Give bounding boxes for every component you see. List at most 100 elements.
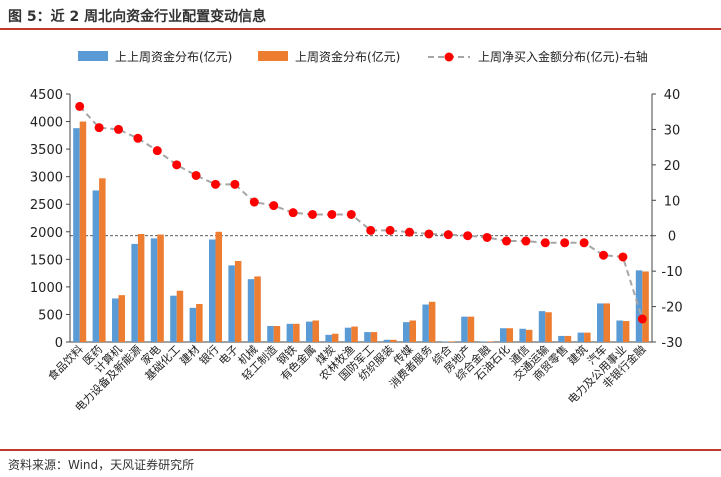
bar-prev-week: [428, 301, 436, 342]
bar-prev-prev-week: [92, 190, 100, 342]
right-axis-tick-label: 0: [668, 230, 676, 245]
category-label: 电子: [216, 343, 241, 368]
net-buy-point: [521, 236, 531, 246]
bar-prev-prev-week: [538, 311, 546, 342]
bar-prev-week: [545, 312, 552, 342]
bar-prev-prev-week: [422, 304, 429, 342]
chart-canvas: 上上周资金分布(亿元) 上周资金分布(亿元) 上周净买入金额分布(亿元)-右轴 0 5…: [30, 49, 683, 414]
bar-prev-week: [79, 121, 87, 342]
net-buy-point: [540, 238, 550, 248]
bar-prev-prev-week: [480, 341, 488, 342]
bar-prev-prev-week: [500, 328, 507, 342]
right-axis-tick-label: 30: [664, 123, 681, 138]
category-label: 银行: [196, 342, 221, 367]
bar-prev-week: [603, 303, 610, 342]
net-buy-point: [114, 124, 123, 134]
net-buy-point: [637, 314, 647, 324]
net-buy-point: [269, 201, 279, 211]
net-buy-point: [482, 232, 492, 242]
net-buy-point: [172, 160, 182, 170]
legend-label-prev-prev-week: 上上周资金分布(亿元): [115, 49, 232, 64]
bar-prev-prev-week: [112, 298, 119, 342]
net-buy-point: [133, 133, 143, 143]
net-buy-point: [230, 179, 240, 189]
bar-prev-week: [351, 326, 358, 342]
right-axis-tick-label: -10: [661, 265, 682, 280]
bar-prev-week: [157, 234, 164, 342]
net-buy-point: [502, 236, 511, 246]
bar-prev-prev-week: [170, 295, 177, 342]
bar-prev-prev-week: [441, 341, 449, 342]
net-buy-point: [191, 170, 201, 180]
axes: 0 500 1000 1500 2000 2500 3000 3500 4000 4500 -30 -…: [30, 88, 683, 351]
bar-prev-week: [409, 320, 416, 342]
category-label: 建材: [177, 342, 202, 367]
left-axis-tick-label: 2500: [30, 198, 63, 213]
net-buy-point: [366, 225, 376, 235]
bar-prev-prev-week: [73, 128, 80, 342]
bar-prev-week: [176, 290, 184, 342]
bar-prev-week: [487, 341, 494, 342]
right-axis-tick-label: -20: [661, 301, 682, 316]
bar-prev-prev-week: [150, 238, 158, 342]
left-axis-tick-label: 3500: [30, 143, 63, 158]
bar-prev-week: [448, 341, 455, 342]
net-buy-point: [75, 101, 85, 111]
bar-prev-week: [642, 271, 649, 342]
figure-source: 资料来源：Wind，天风证券研究所: [8, 458, 195, 472]
category-labels: 食品饮料医药计算机电力设备及新能源家电基础化工建材银行电子机械轻工制造钢铁有色金…: [45, 342, 649, 414]
net-buy-point: [385, 225, 395, 235]
bar-prev-week: [370, 332, 378, 342]
net-buy-point: [560, 238, 570, 248]
bar-prev-week: [118, 295, 125, 342]
bar-prev-prev-week: [403, 322, 410, 342]
bar-prev-prev-week: [558, 335, 565, 342]
left-axis-tick-label: 500: [38, 308, 63, 323]
bar-prev-prev-week: [189, 307, 197, 342]
bar-prev-prev-week: [247, 279, 255, 342]
figure-title: 图 5：近 2 周北向资金行业配置变动信息: [8, 9, 267, 25]
category-label: 建筑: [565, 342, 590, 367]
net-buy-point: [211, 179, 220, 189]
right-axis-tick-label: 40: [664, 88, 681, 103]
legend-swatch-prev-week: [258, 51, 288, 61]
bar-prev-prev-week: [635, 270, 643, 342]
net-buy-point: [405, 227, 414, 237]
legend-label-net-buy: 上周净买入金额分布(亿元)-右轴: [478, 49, 648, 64]
bar-prev-prev-week: [131, 243, 138, 342]
title-rule: [0, 28, 721, 30]
bar-prev-prev-week: [519, 328, 526, 342]
bar-prev-week: [137, 233, 145, 342]
bar-prev-week: [467, 316, 475, 342]
net-buy-point: [152, 146, 162, 156]
category-label: 食品饮料: [45, 342, 86, 383]
net-buy-point: [288, 208, 298, 218]
bar-prev-week: [564, 335, 572, 342]
net-buy-point: [618, 252, 628, 262]
source-rule: [0, 449, 721, 451]
bar-prev-week: [390, 339, 397, 342]
bars: [73, 121, 649, 342]
bar-prev-week: [584, 332, 591, 342]
bar-prev-week: [234, 260, 242, 342]
bar-prev-week: [215, 231, 222, 342]
right-axis-tick-label: 10: [664, 194, 681, 209]
net-buy-point: [463, 231, 473, 241]
bar-prev-prev-week: [344, 327, 352, 342]
net-buy-point: [424, 229, 434, 239]
bar-prev-prev-week: [325, 334, 332, 342]
left-axis-tick-label: 1500: [30, 253, 63, 268]
net-buy-line: [75, 101, 647, 324]
bar-prev-prev-week: [577, 332, 585, 342]
bar-prev-week: [196, 303, 203, 342]
net-buy-point: [599, 250, 608, 260]
net-buy-point: [443, 230, 453, 240]
left-axis-tick-label: 2000: [30, 226, 63, 241]
net-buy-point: [308, 209, 317, 219]
bar-prev-prev-week: [383, 339, 391, 342]
bar-prev-prev-week: [286, 323, 294, 342]
legend-swatch-prev-prev-week: [78, 51, 108, 61]
bar-prev-week: [254, 276, 261, 342]
bar-prev-week: [99, 178, 106, 342]
net-buy-point: [94, 123, 104, 133]
